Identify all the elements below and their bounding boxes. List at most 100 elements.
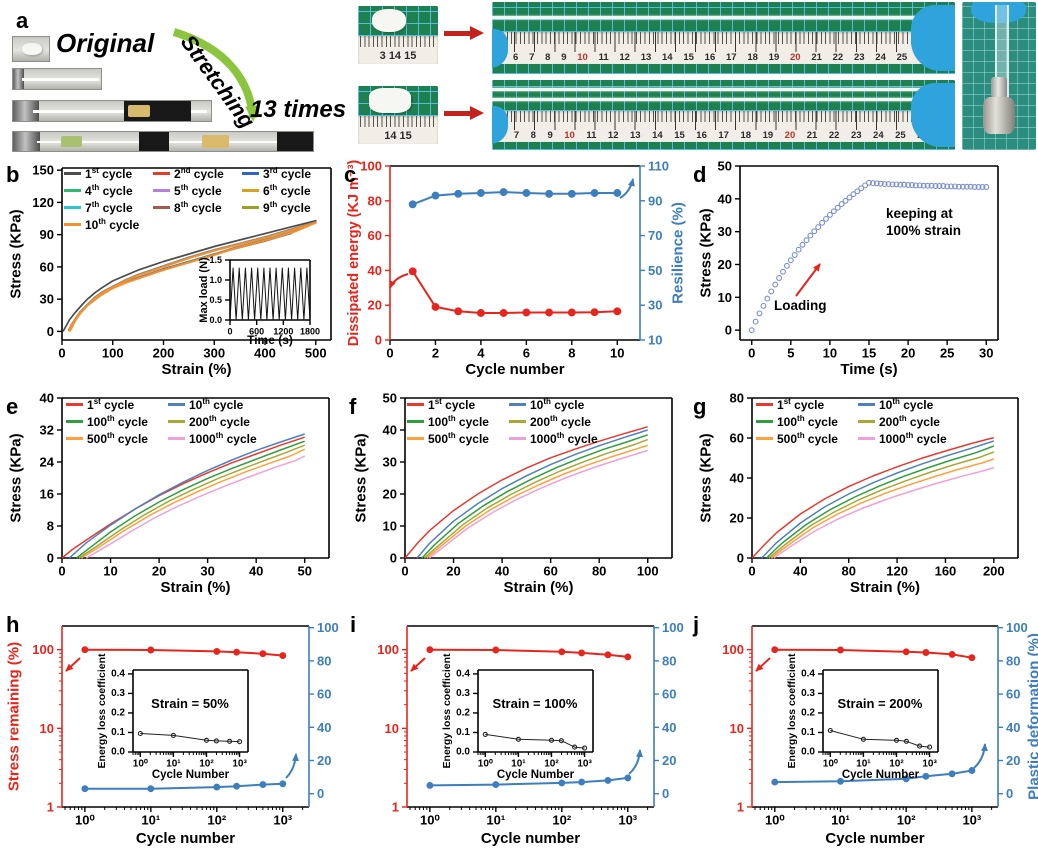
svg-text:Energy loss coefficient: Energy loss coefficient [96, 653, 108, 768]
panel-letter-h: h [6, 612, 20, 637]
ruler-number: 19 [762, 129, 774, 141]
svg-text:Strain (%): Strain (%) [503, 579, 573, 596]
chart-b-inset-max-load: 0 600 1200 1800 Time (s) 0.0 0.5 1.0 1.5 Max load… [192, 248, 340, 358]
svg-text:1800: 1800 [300, 326, 320, 336]
ruler-number: 11 [586, 129, 597, 141]
svg-text:40: 40 [1006, 720, 1020, 735]
svg-text:40: 40 [662, 720, 676, 735]
svg-text:50: 50 [648, 263, 662, 278]
legend-item: 4th cycle [64, 182, 153, 199]
svg-text:1: 1 [47, 800, 54, 815]
chart-c-dissipated-energy-resilience: 0 2 4 6 8 10 Cycle number 0 20 40 60 80 100 Dissipate… [340, 159, 688, 392]
svg-text:200: 200 [983, 564, 1005, 579]
svg-text:1.5: 1.5 [209, 255, 222, 265]
svg-text:10²: 10² [199, 758, 214, 769]
svg-text:10: 10 [610, 346, 624, 361]
legend-item: 500th cycle [407, 430, 509, 447]
svg-text:Dissipated energy (KJ m⁻³): Dissipated energy (KJ m⁻³) [346, 160, 362, 347]
legend-item: 200th cycle [509, 413, 611, 430]
weight-body [983, 96, 1015, 134]
legend-swatch-line [153, 189, 170, 192]
panel-letter-a: a [16, 8, 29, 33]
photo-weight-hanging-test [962, 2, 1036, 150]
svg-text:40: 40 [718, 191, 732, 206]
legend-item: 200th cycle [858, 413, 960, 430]
ruler-number: 12 [619, 51, 630, 63]
svg-text:10²: 10² [544, 758, 559, 769]
ruler-number: 22 [832, 51, 844, 63]
svg-text:100: 100 [722, 642, 744, 657]
ruler-number: 12 [607, 129, 619, 141]
legend-label: 1st cycle [85, 166, 133, 181]
svg-text:0.2: 0.2 [801, 707, 815, 718]
legend-swatch-line [756, 403, 773, 406]
svg-text:10⁰: 10⁰ [420, 813, 440, 828]
svg-text:0: 0 [47, 324, 54, 339]
legend-item: 5th cycle [153, 182, 242, 199]
svg-text:0: 0 [386, 346, 393, 361]
svg-text:0: 0 [58, 346, 65, 361]
ruler-number: 14 [662, 51, 673, 63]
legend-swatch-line [858, 420, 875, 423]
legend-item: 1st cycle [64, 165, 153, 182]
glove [970, 2, 1026, 23]
svg-text:10: 10 [730, 721, 744, 736]
legend: 1st cycle 2nd cycle 3rd cycle 4th cycle 5th … [64, 165, 331, 233]
svg-text:0.1: 0.1 [456, 727, 470, 738]
stretching-arrow-icon [172, 28, 260, 122]
legend-item: 200th cycle [168, 413, 270, 430]
svg-text:Plastic deformation (%): Plastic deformation (%) [1026, 633, 1038, 800]
svg-text:0: 0 [748, 564, 755, 579]
ruler-number: 25 [895, 129, 906, 141]
legend-item: 10th cycle [509, 396, 611, 413]
svg-text:0: 0 [227, 326, 232, 336]
legend-swatch-line [407, 403, 424, 406]
svg-text:0: 0 [401, 564, 408, 579]
svg-text:60: 60 [40, 259, 54, 274]
chart-f-stress-strain-100: 0 20 40 60 80 100 Strain (%) 0 10 20 30 40 50 Stress … [345, 391, 690, 608]
panel-letter-j: j [693, 612, 700, 637]
stretch-times-label: 13 times [250, 96, 347, 123]
svg-text:0: 0 [662, 786, 669, 801]
original-label: Original [56, 28, 155, 58]
ruler-number: 23 [853, 51, 865, 63]
photo-stretch-stage-1 [12, 68, 102, 90]
svg-text:40: 40 [730, 471, 744, 486]
legend-item: 8th cycle [153, 199, 242, 216]
svg-text:100: 100 [360, 159, 382, 174]
ruler-number: 15 [674, 129, 685, 141]
svg-text:80: 80 [662, 653, 676, 668]
svg-text:10⁰: 10⁰ [823, 758, 838, 769]
legend-swatch-line [242, 172, 259, 175]
legend-label: 10th cycle [530, 397, 585, 412]
ruler-number: 10 [577, 51, 588, 63]
svg-text:10¹: 10¹ [486, 813, 505, 828]
ruler-numbers: 5678910111213141516171819202122232425262… [497, 52, 950, 63]
panel-letter-d: d [693, 162, 707, 187]
legend-swatch-line [858, 437, 875, 440]
svg-text:90: 90 [40, 227, 54, 242]
legend-swatch-line [168, 403, 185, 406]
ruler-number: 6 [513, 51, 519, 63]
legend-label: 1000th cycle [189, 431, 257, 446]
ruler-number: 25 [896, 51, 908, 63]
svg-text:1: 1 [392, 800, 399, 815]
svg-text:100: 100 [1006, 620, 1028, 635]
svg-text:50: 50 [383, 391, 397, 406]
svg-text:100: 100 [317, 620, 339, 635]
svg-text:10²: 10² [897, 813, 916, 828]
svg-text:10¹: 10¹ [511, 758, 526, 769]
svg-text:120: 120 [886, 564, 908, 579]
svg-text:5: 5 [787, 346, 794, 361]
ruler-number: 18 [740, 129, 752, 141]
legend-item: 100th cycle [407, 413, 509, 430]
ruler-number: 16 [704, 51, 716, 63]
legend-item: 3rd cycle [242, 165, 331, 182]
svg-text:0.3: 0.3 [801, 688, 815, 699]
ruler-numbers: 6789101112131415161718192021222324252627 [497, 130, 950, 141]
svg-text:30: 30 [979, 346, 993, 361]
svg-text:Stress (KPa): Stress (KPa) [8, 209, 25, 298]
svg-text:10: 10 [823, 346, 837, 361]
